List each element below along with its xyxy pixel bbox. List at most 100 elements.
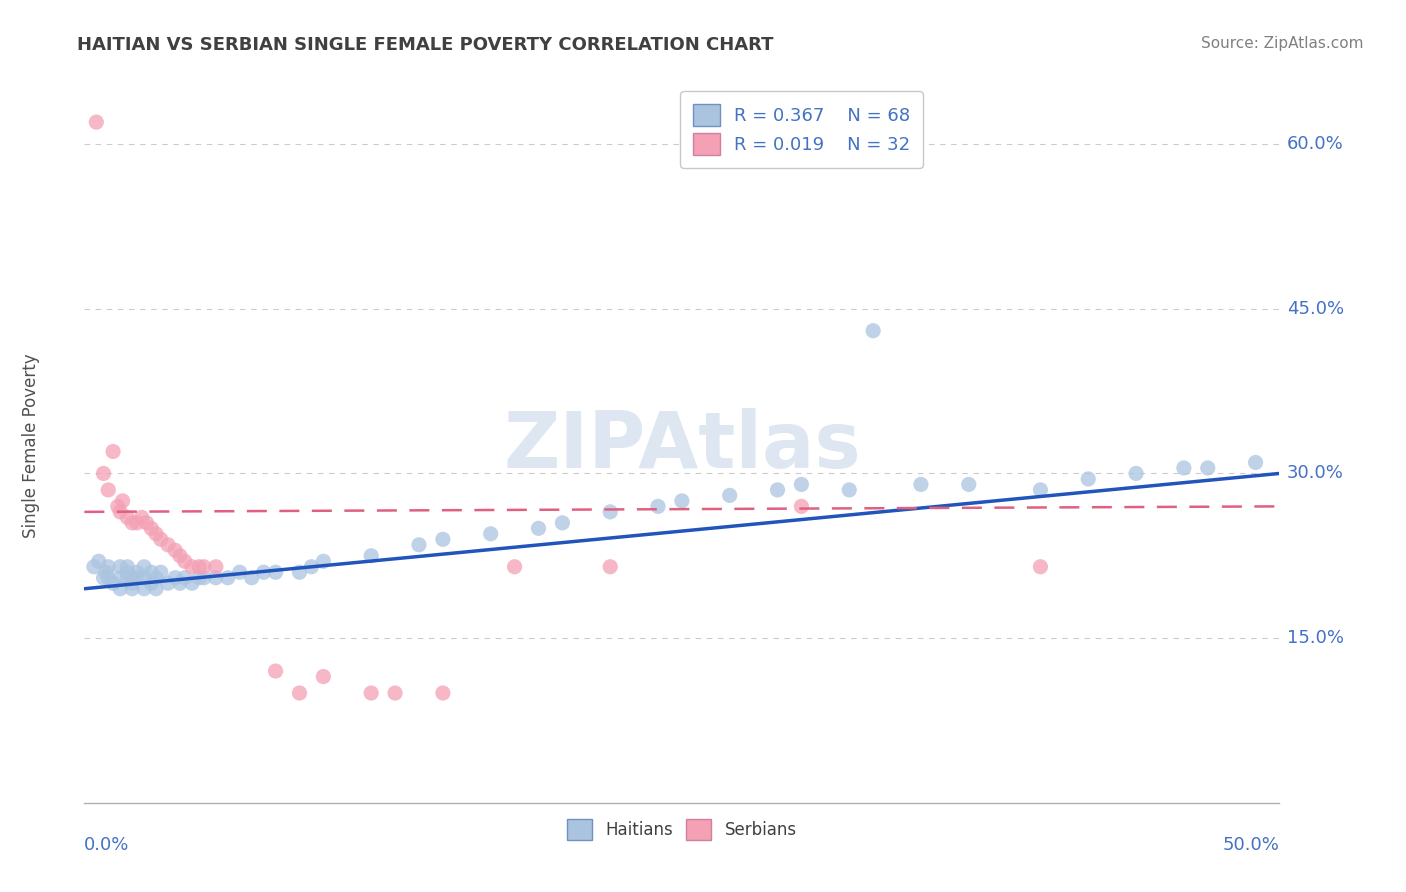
Point [288, 686, 311, 700]
Point [125, 516, 148, 530]
Point [93, 467, 115, 481]
Text: ZIPAtlas: ZIPAtlas [503, 408, 860, 484]
Point [110, 559, 132, 574]
Point [110, 571, 132, 585]
Point [145, 582, 167, 596]
Point [360, 549, 382, 563]
Point [229, 566, 252, 580]
Point [647, 500, 669, 514]
Point [131, 510, 153, 524]
Point [205, 559, 228, 574]
Point [97, 559, 120, 574]
Point [110, 582, 132, 596]
Point [205, 571, 228, 585]
Point [312, 554, 335, 568]
Point [145, 571, 167, 585]
Point [599, 505, 621, 519]
Text: 60.0%: 60.0% [1286, 135, 1343, 153]
Point [527, 521, 550, 535]
Point [101, 444, 124, 458]
Point [149, 566, 172, 580]
Point [132, 559, 156, 574]
Point [141, 521, 163, 535]
Point [93, 571, 115, 585]
Point [117, 510, 139, 524]
Point [173, 554, 195, 568]
Point [384, 686, 406, 700]
Point [111, 494, 134, 508]
Point [117, 571, 139, 585]
Point [253, 566, 276, 580]
Text: 0.0%: 0.0% [84, 836, 129, 854]
Point [169, 549, 191, 563]
Point [145, 526, 167, 541]
Point [503, 559, 526, 574]
Point [193, 559, 215, 574]
Point [132, 582, 156, 596]
Point [97, 483, 120, 497]
Point [1029, 483, 1052, 497]
Point [1197, 461, 1219, 475]
Point [135, 516, 157, 530]
Point [718, 488, 741, 502]
Point [432, 533, 454, 547]
Point [766, 483, 789, 497]
Point [110, 505, 132, 519]
Point [790, 500, 813, 514]
Point [125, 571, 148, 585]
Point [862, 324, 884, 338]
Point [117, 566, 139, 580]
Text: Source: ZipAtlas.com: Source: ZipAtlas.com [1201, 36, 1364, 51]
Text: 30.0%: 30.0% [1286, 465, 1344, 483]
Point [240, 571, 263, 585]
Point [97, 571, 120, 585]
Point [149, 533, 172, 547]
Point [117, 559, 139, 574]
Point [957, 477, 980, 491]
Text: HAITIAN VS SERBIAN SINGLE FEMALE POVERTY CORRELATION CHART: HAITIAN VS SERBIAN SINGLE FEMALE POVERTY… [77, 36, 773, 54]
Text: 50.0%: 50.0% [1223, 836, 1279, 854]
Point [910, 477, 932, 491]
Point [1173, 461, 1195, 475]
Point [86, 115, 108, 129]
Point [188, 571, 211, 585]
Point [312, 669, 335, 683]
Point [132, 571, 156, 585]
Point [101, 576, 124, 591]
Point [121, 571, 143, 585]
Point [360, 686, 382, 700]
Point [838, 483, 860, 497]
Point [94, 566, 117, 580]
Point [121, 576, 143, 591]
Point [599, 559, 621, 574]
Point [217, 571, 239, 585]
Point [141, 576, 163, 591]
Point [157, 576, 180, 591]
Point [1077, 472, 1099, 486]
Point [790, 477, 813, 491]
Point [165, 571, 187, 585]
Point [141, 566, 163, 580]
Point [83, 559, 105, 574]
Point [1125, 467, 1147, 481]
Point [288, 566, 311, 580]
Point [301, 559, 323, 574]
Point [173, 571, 195, 585]
Point [1244, 455, 1267, 469]
Point [408, 538, 430, 552]
Point [479, 526, 502, 541]
Point [107, 500, 129, 514]
Text: 15.0%: 15.0% [1286, 629, 1344, 647]
Point [121, 516, 143, 530]
Legend: Haitians, Serbians: Haitians, Serbians [558, 811, 806, 848]
Point [121, 582, 143, 596]
Point [87, 554, 110, 568]
Point [181, 576, 204, 591]
Point [432, 686, 454, 700]
Point [264, 664, 287, 678]
Point [1029, 559, 1052, 574]
Text: 45.0%: 45.0% [1286, 300, 1344, 318]
Point [125, 566, 148, 580]
Text: Single Female Poverty: Single Female Poverty [21, 354, 39, 538]
Point [671, 494, 693, 508]
